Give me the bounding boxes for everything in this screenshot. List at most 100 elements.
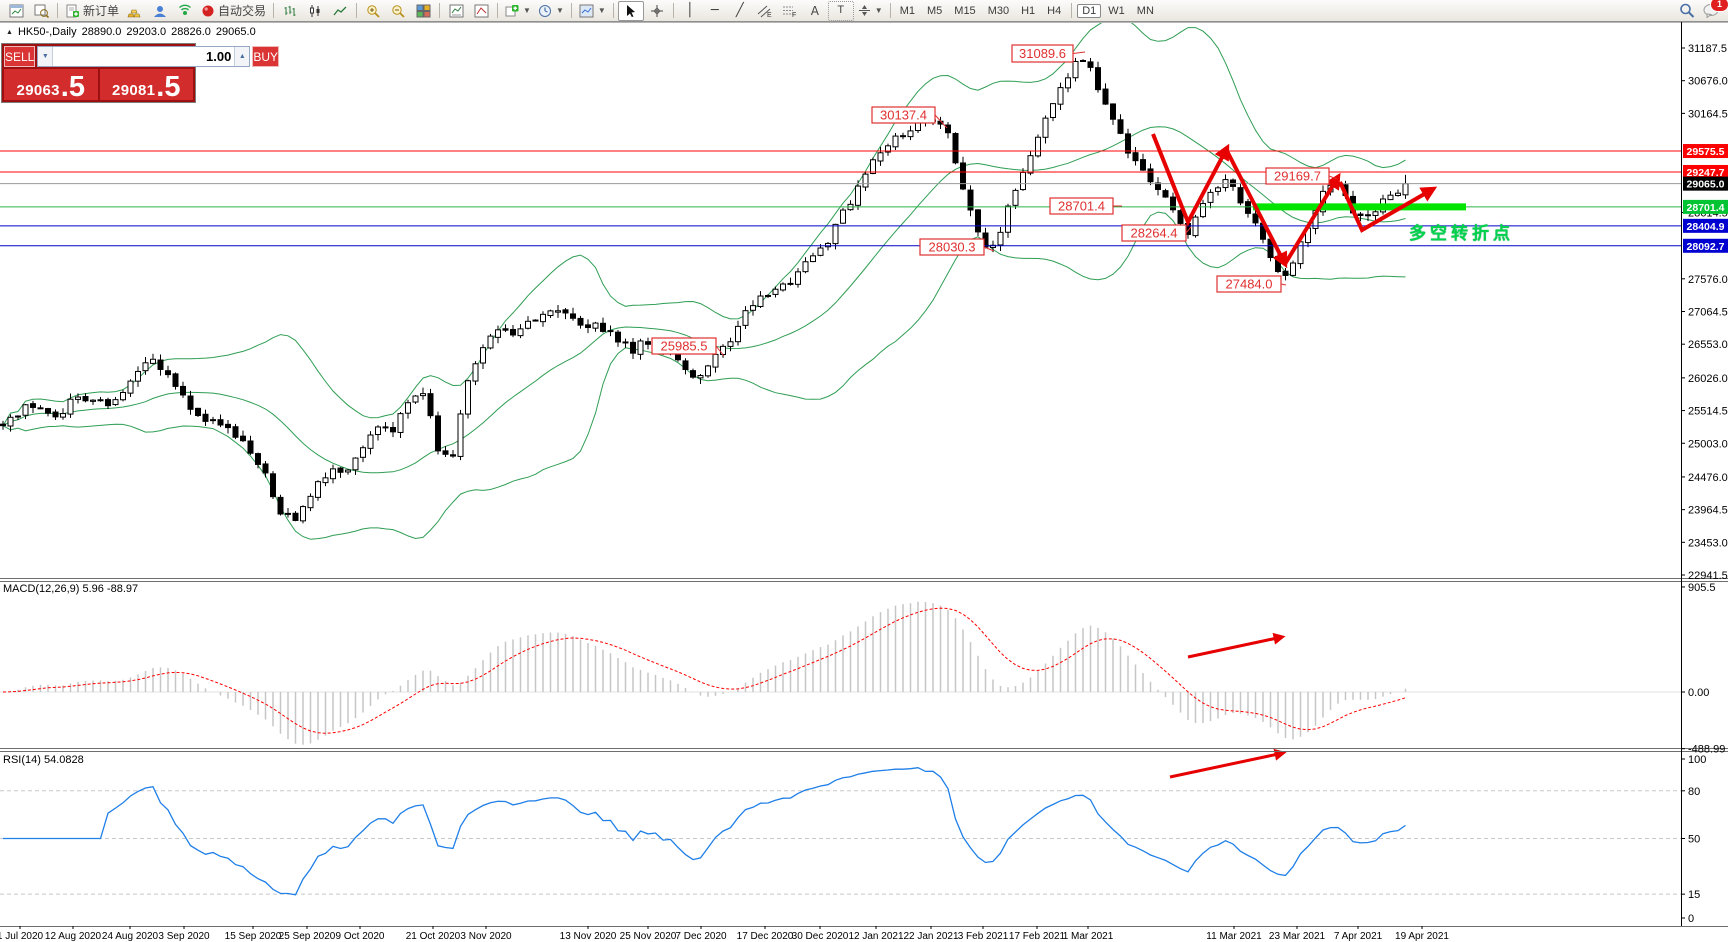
collapse-panel-icon[interactable]: ▲: [6, 28, 13, 36]
price-tick-label: 26553.0: [1688, 339, 1728, 351]
date-label: 3 Sep 2020: [158, 931, 210, 942]
svg-text:F: F: [792, 12, 796, 18]
price-tick-label: 22941.5: [1688, 570, 1728, 582]
date-label: 25 Nov 2020: [620, 931, 677, 942]
svg-text:29065.0: 29065.0: [1687, 179, 1725, 191]
new-order-label: 新订单: [83, 4, 120, 18]
svg-text:28264.4: 28264.4: [1131, 226, 1178, 241]
price-tick-label: 25003.0: [1688, 438, 1728, 450]
trendline-icon[interactable]: ╱: [735, 3, 744, 18]
macd-histogram: [9, 601, 1407, 745]
timeframe-button-M30[interactable]: M30: [987, 4, 1010, 17]
volume-increase-button[interactable]: ▲: [234, 47, 250, 66]
zoom-in-icon[interactable]: [361, 2, 385, 20]
sell-price[interactable]: 29063 .5: [4, 69, 98, 102]
timeframe-button-M5[interactable]: M5: [927, 4, 943, 17]
chart-window-icon[interactable]: [4, 2, 28, 20]
svg-text:31089.6: 31089.6: [1019, 46, 1066, 61]
timeframe-button-H1[interactable]: H1: [1021, 4, 1036, 17]
sell-button[interactable]: SELL: [4, 46, 36, 67]
crosshair-icon[interactable]: [645, 2, 669, 20]
text-icon[interactable]: A: [810, 3, 819, 18]
price-badge: [1683, 176, 1728, 191]
search-icon[interactable]: [1675, 2, 1699, 20]
price-tick-label: 27576.0: [1688, 274, 1728, 286]
timeframe-button-M15[interactable]: M15: [954, 4, 976, 17]
bar-chart-icon[interactable]: [278, 2, 302, 20]
line-chart-icon[interactable]: [328, 2, 352, 20]
buy-price[interactable]: 29081 .5: [99, 69, 193, 102]
autotrading-label: 自动交易: [218, 4, 267, 18]
timeframe-group: M1 M5 M15 M30 H1 H4 D1 W1 MN: [895, 3, 1159, 18]
add-indicator-dropdown[interactable]: ▼: [502, 2, 534, 20]
fibonacci-icon[interactable]: F: [778, 2, 802, 20]
wallet-icon[interactable]: [123, 2, 147, 20]
new-order-button[interactable]: 新订单: [62, 2, 122, 20]
timeframe-button-H4[interactable]: H4: [1047, 4, 1062, 17]
rsi-label: RSI(14) 54.0828: [3, 754, 84, 766]
date-label: 7 Dec 2020: [675, 931, 727, 942]
timeframe-button-W1[interactable]: W1: [1108, 4, 1125, 17]
channel-icon[interactable]: E: [753, 2, 777, 20]
date-label: 1 Mar 2021: [1063, 931, 1114, 942]
turning-point-annotation: 多空转折点: [1409, 224, 1514, 243]
price-tick-label: 23964.5: [1688, 505, 1728, 517]
volume-decrease-button[interactable]: ▼: [38, 47, 54, 66]
date-label: 17 Dec 2020: [737, 931, 794, 942]
community-icon[interactable]: [148, 2, 172, 20]
low-value: 28826.0: [171, 26, 211, 38]
notifications-icon[interactable]: 1: [1700, 0, 1728, 20]
price-annotation: 28701.4: [1049, 197, 1122, 215]
price-annotations: 31089.6 30137.4 29169.7 28701.4 28264.4 28030…: [651, 44, 1338, 357]
date-label: 15 Sep 2020: [225, 931, 282, 942]
candlestick-chart-icon[interactable]: [303, 2, 327, 20]
zoom-out-icon[interactable]: [386, 2, 410, 20]
svg-text:28701.4: 28701.4: [1058, 199, 1105, 214]
date-label: 17 Feb 2021: [1009, 931, 1066, 942]
price-annotation: 27484.0: [1216, 275, 1287, 293]
date-label: 1 Jul 2020: [0, 931, 44, 942]
price-badge: [1683, 199, 1728, 214]
navigator-icon[interactable]: [469, 2, 493, 20]
chart-profile-icon[interactable]: [29, 2, 53, 20]
cursor-icon[interactable]: [617, 0, 644, 21]
templates-dropdown[interactable]: ▼: [576, 2, 609, 20]
vertical-line-icon[interactable]: │: [685, 3, 694, 18]
date-label: 7 Apr 2021: [1334, 931, 1383, 942]
horizontal-line-icon[interactable]: ─: [710, 3, 719, 18]
svg-text:29575.5: 29575.5: [1687, 146, 1725, 158]
tile-windows-icon[interactable]: [411, 2, 435, 20]
trend-arrows: [1151, 133, 1438, 779]
svg-text:28092.7: 28092.7: [1687, 241, 1725, 253]
buy-button[interactable]: BUY: [252, 46, 280, 67]
timeframe-button-D1[interactable]: D1: [1077, 3, 1102, 18]
volume-control: ▼ ▲: [37, 46, 251, 67]
rsi-line: [3, 767, 1406, 896]
price-tick-label: 23453.0: [1688, 537, 1728, 549]
price-badge: [1683, 164, 1728, 179]
date-label: 12 Aug 2020: [45, 931, 102, 942]
toolbar-separator: [273, 3, 275, 18]
data-window-icon[interactable]: [444, 2, 468, 20]
macd-signal-line: [2, 607, 1406, 734]
periods-dropdown[interactable]: ▼: [535, 2, 567, 20]
toolbar-separator: [612, 3, 614, 18]
notification-badge: 1: [1710, 0, 1728, 12]
toolbar-separator: [497, 3, 499, 18]
timeframe-button-MN[interactable]: MN: [1136, 4, 1154, 17]
label-icon[interactable]: T: [827, 0, 854, 21]
volume-input[interactable]: [53, 47, 235, 66]
svg-text:E: E: [767, 12, 772, 18]
signals-icon[interactable]: [173, 2, 197, 20]
shapes-dropdown[interactable]: ▼: [855, 2, 886, 20]
date-axis: 1 Jul 2020 12 Aug 2020 24 Aug 2020 3 Sep 20…: [0, 926, 1449, 942]
svg-text:28404.9: 28404.9: [1687, 221, 1725, 233]
price-annotation: 28264.4: [1121, 224, 1192, 242]
rsi-tick-label: 50: [1688, 834, 1700, 846]
macd-tick-label: 0.00: [1688, 687, 1709, 699]
rsi-tick-label: 80: [1688, 786, 1700, 798]
timeframe-button-M1[interactable]: M1: [899, 4, 915, 17]
autotrading-button[interactable]: 自动交易: [198, 2, 269, 20]
